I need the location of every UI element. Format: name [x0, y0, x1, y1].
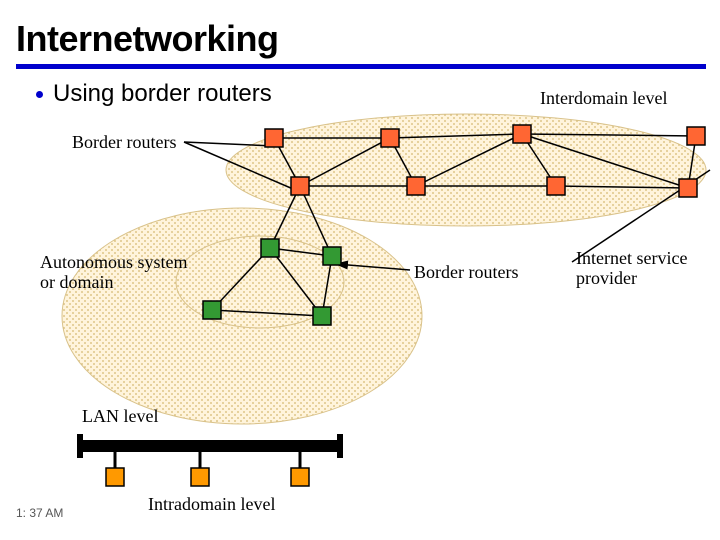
- router-o2: [191, 468, 209, 486]
- router-r7: [547, 177, 565, 195]
- label-or-domain: or domain: [40, 272, 114, 293]
- label-isp-2: provider: [576, 268, 637, 289]
- label-interdomain-level: Interdomain level: [540, 88, 667, 109]
- label-border-routers-top: Border routers: [72, 132, 176, 153]
- router-r3: [513, 125, 531, 143]
- lan-bus-cap-right: [337, 434, 343, 458]
- router-g2: [323, 247, 341, 265]
- label-intradomain-level: Intradomain level: [148, 494, 275, 515]
- router-r1: [265, 129, 283, 147]
- footer-time: 1: 37 AM: [16, 506, 63, 520]
- router-o1: [106, 468, 124, 486]
- label-lan-level: LAN level: [82, 406, 158, 427]
- label-autonomous-system: Autonomous system: [40, 252, 188, 273]
- router-o3: [291, 468, 309, 486]
- footer-text: 1: 37 AM: [16, 506, 63, 520]
- label-isp-1: Internet service: [576, 248, 687, 269]
- router-r6: [407, 177, 425, 195]
- router-g1: [261, 239, 279, 257]
- lan-bus: [80, 440, 340, 452]
- router-r4: [687, 127, 705, 145]
- router-g3: [203, 301, 221, 319]
- lan-bus-cap-left: [77, 434, 83, 458]
- router-r5: [291, 177, 309, 195]
- router-r8: [679, 179, 697, 197]
- router-g4: [313, 307, 331, 325]
- router-r2: [381, 129, 399, 147]
- label-border-routers-mid: Border routers: [414, 262, 518, 283]
